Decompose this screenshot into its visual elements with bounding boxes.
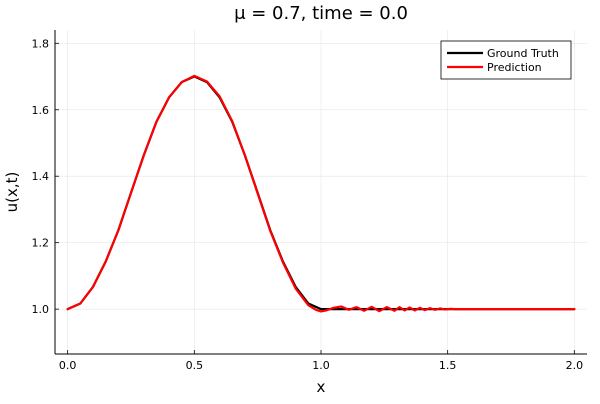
x-tick-label: 2.0: [566, 359, 584, 372]
legend-entry: Prediction: [487, 61, 542, 74]
x-tick-label: 0.0: [59, 359, 77, 372]
x-tick-label: 1.0: [312, 359, 330, 372]
legend-box: [440, 40, 572, 80]
x-tick-label: 0.5: [186, 359, 204, 372]
x-tick-label: 1.5: [439, 359, 457, 372]
y-tick-label: 1.0: [32, 303, 50, 316]
y-tick-label: 1.6: [32, 104, 50, 117]
y-tick-label: 1.8: [32, 37, 50, 50]
legend-entry: Ground Truth: [487, 47, 559, 60]
y-tick-label: 1.4: [32, 170, 50, 183]
x-axis-label: x: [317, 378, 326, 396]
chart-title: μ = 0.7, time = 0.0: [234, 3, 408, 24]
series-line-prediction: [66, 74, 576, 313]
y-axis-label: u(x,t): [3, 172, 21, 213]
y-tick-label: 1.2: [32, 237, 50, 250]
